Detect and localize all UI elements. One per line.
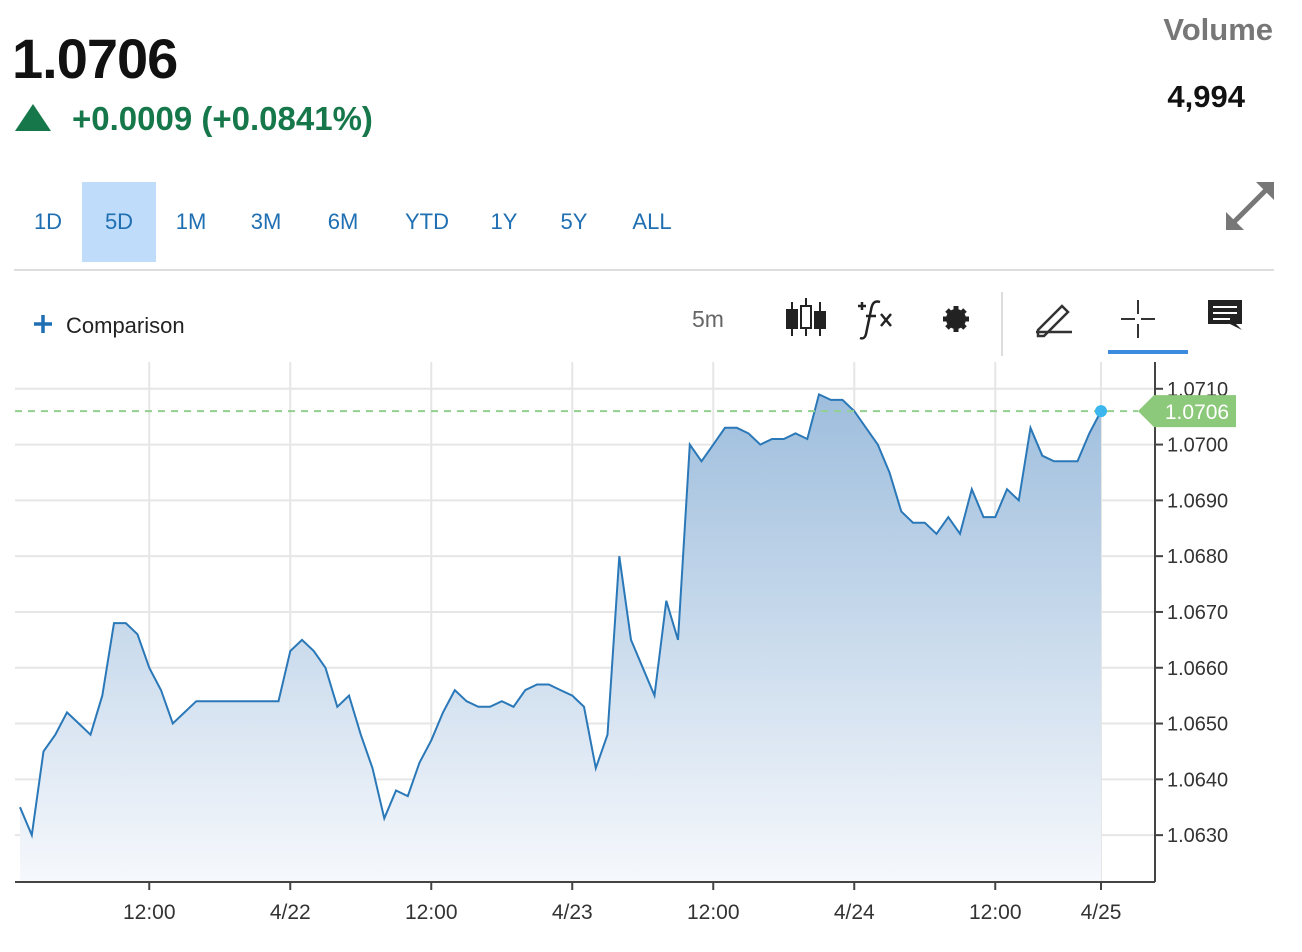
y-tick-label: 1.0670 (1167, 602, 1228, 624)
range-button[interactable]: 5D (82, 182, 156, 262)
price: 1.0706 (12, 27, 178, 90)
range-button[interactable]: YTD (405, 209, 449, 234)
settings-icon[interactable] (943, 306, 969, 332)
x-tick-label: 4/24 (834, 901, 875, 924)
active-underline (1108, 350, 1188, 354)
x-tick-label: 4/22 (270, 901, 311, 924)
fx-icon[interactable] (858, 300, 892, 340)
last-point (1095, 405, 1107, 418)
range-button[interactable]: 1Y (490, 209, 518, 234)
y-tick-label: 1.0640 (1167, 769, 1228, 791)
range-button[interactable]: ALL (632, 209, 672, 234)
x-tick-label: 12:00 (123, 901, 176, 924)
toolbar-icons (786, 292, 1242, 356)
up-arrow (15, 104, 51, 131)
comparison-button[interactable]: Comparison (66, 313, 185, 338)
separator (14, 269, 1274, 271)
volume-value: 4,994 (1167, 79, 1245, 114)
candles-icon[interactable] (786, 298, 826, 336)
interval-button[interactable]: 5m (692, 306, 724, 332)
range-button[interactable]: 1M (175, 209, 207, 234)
price-change: +0.0009 (+0.0841%) (72, 100, 373, 137)
y-tick-label: 1.0660 (1167, 658, 1228, 680)
y-tick-label: 1.0630 (1167, 825, 1228, 847)
plus-icon[interactable] (32, 313, 54, 335)
area-fill (20, 394, 1101, 882)
last-price-label: 1.0706 (1165, 401, 1229, 424)
price-line (19, 392, 1102, 839)
crosshair-icon[interactable] (1121, 300, 1155, 338)
range-button[interactable]: 3M (250, 209, 282, 234)
range-button[interactable]: 5Y (560, 209, 588, 234)
last-price-badge (1138, 395, 1236, 428)
x-tick-label: 4/23 (552, 901, 593, 924)
y-tick-label: 1.0650 (1167, 714, 1228, 736)
x-tick-label: 12:00 (687, 901, 740, 924)
x-tick-label: 12:00 (969, 901, 1022, 924)
y-tick-label: 1.0690 (1167, 490, 1228, 512)
volume-label: Volume (1163, 12, 1273, 47)
draw-icon[interactable] (1036, 304, 1072, 338)
comment-icon[interactable] (1208, 300, 1242, 330)
expand-icon[interactable] (1224, 180, 1276, 232)
y-tick-label: 1.0680 (1167, 546, 1228, 568)
range-button[interactable]: 1D (33, 209, 63, 234)
range-button[interactable]: 6M (327, 209, 359, 234)
y-tick-label: 1.0700 (1167, 435, 1228, 457)
x-tick-label: 4/25 (1081, 901, 1122, 924)
x-tick-label: 12:00 (405, 901, 458, 924)
